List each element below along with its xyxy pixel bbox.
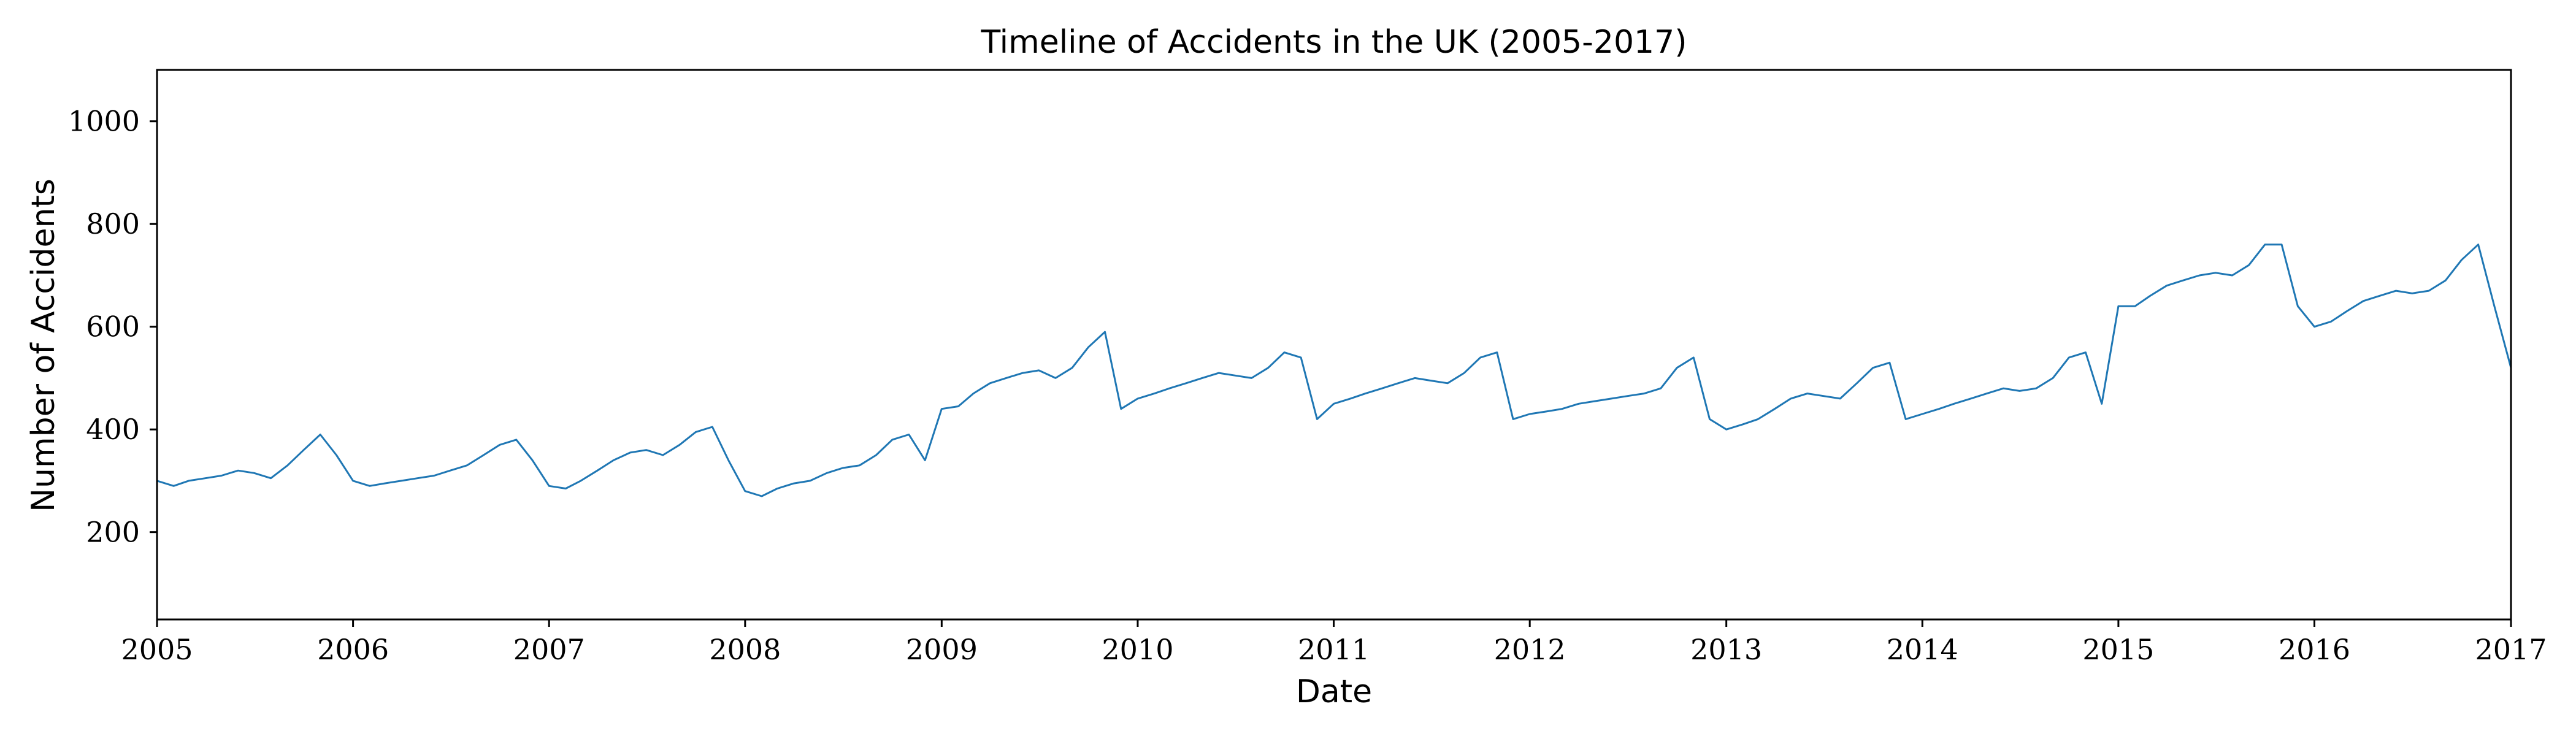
- x-tick-label: 2008: [709, 633, 781, 666]
- axis-ticks: 2005 2006 2007 2008 2009 2010 2011 2012 2013 2014…: [68, 105, 2547, 666]
- y-tick-label: 1000: [68, 105, 140, 138]
- y-tick-label: 400: [86, 413, 140, 446]
- x-axis-label: Date: [1296, 673, 1372, 710]
- x-tick-label: 2013: [1690, 633, 1762, 666]
- x-tick-label: 2006: [317, 633, 389, 666]
- chart-title: Timeline of Accidents in the UK (2005-20…: [980, 24, 1687, 61]
- x-tick-label: 2012: [1494, 633, 1566, 666]
- y-tick-label: 600: [86, 310, 140, 343]
- x-tick-label: 2017: [2475, 633, 2547, 666]
- y-axis-label: Number of Accidents: [25, 178, 62, 512]
- x-tick-label: 2014: [1887, 633, 1958, 666]
- x-tick-label: 2016: [2279, 633, 2350, 666]
- x-tick-label: 2007: [513, 633, 585, 666]
- y-tick-label: 200: [86, 516, 140, 549]
- y-tick-label: 800: [86, 207, 140, 240]
- series-line-0: [156, 243, 2512, 497]
- plot-area: [156, 243, 2512, 497]
- x-tick-label: 2011: [1298, 633, 1370, 666]
- x-tick-label: 2015: [2082, 633, 2154, 666]
- x-tick-label: 2010: [1102, 633, 1173, 666]
- x-tick-label: 2009: [906, 633, 978, 666]
- x-tick-label: 2005: [121, 633, 193, 666]
- plot-frame: [156, 69, 2512, 621]
